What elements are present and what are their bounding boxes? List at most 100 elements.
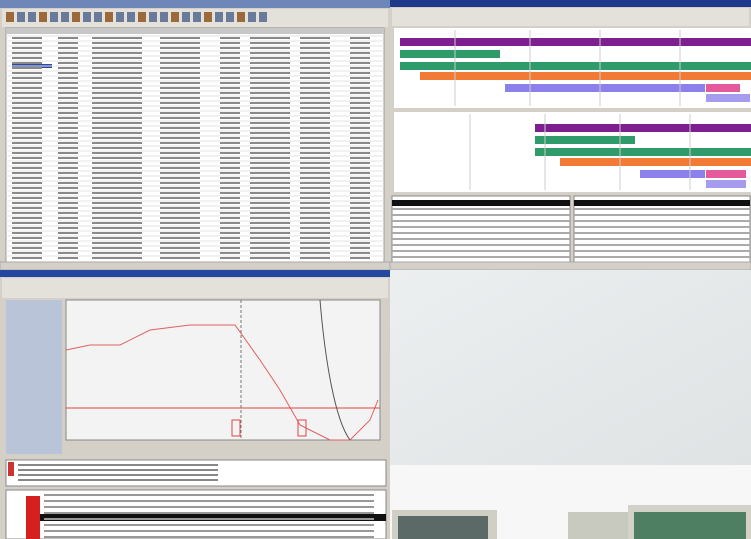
cell-text <box>160 52 200 54</box>
cell-text <box>220 207 240 209</box>
table-row <box>392 226 570 228</box>
cell-text <box>300 182 330 184</box>
cell-text <box>220 67 240 69</box>
cell-text <box>350 242 370 244</box>
cell-text <box>92 122 142 124</box>
cell-text <box>220 62 240 64</box>
cell-text <box>160 92 200 94</box>
cell-text <box>12 222 42 224</box>
cell-text <box>220 177 240 179</box>
cell-text <box>300 172 330 174</box>
cell-text <box>350 232 370 234</box>
cell-text <box>58 127 78 129</box>
cell-text <box>160 182 200 184</box>
cell-text <box>92 182 142 184</box>
cell-text <box>220 162 240 164</box>
cell-text <box>250 37 290 39</box>
cell-text <box>58 192 78 194</box>
table-row <box>574 250 750 252</box>
cell-text <box>350 92 370 94</box>
cell-text <box>300 107 330 109</box>
cell-text <box>220 257 240 259</box>
cell-text <box>250 62 290 64</box>
cell-text <box>220 82 240 84</box>
cell-text <box>250 87 290 89</box>
tool-icon <box>116 12 124 22</box>
cell-text <box>350 167 370 169</box>
cell-text <box>350 152 370 154</box>
row-text <box>44 512 374 514</box>
cell-text <box>250 197 290 199</box>
screenshot-collage <box>0 0 751 539</box>
cell-text <box>220 197 240 199</box>
tool-icon <box>28 12 36 22</box>
cell-text <box>300 162 330 164</box>
cell-text <box>160 102 200 104</box>
cell-text <box>58 227 78 229</box>
cell-text <box>160 77 200 79</box>
cell-text <box>92 147 142 149</box>
cell-text <box>58 202 78 204</box>
plot-area <box>66 300 380 440</box>
cell-text <box>58 232 78 234</box>
cell-text <box>92 62 142 64</box>
table-row <box>574 220 750 222</box>
cell-text <box>220 202 240 204</box>
cell-text <box>250 217 290 219</box>
device-screen <box>634 512 746 539</box>
cell-text <box>300 57 330 59</box>
cell-text <box>12 137 42 139</box>
table-row <box>574 256 750 258</box>
cell-text <box>160 37 200 39</box>
cell-text <box>220 172 240 174</box>
cell-text <box>92 37 142 39</box>
tool-icon <box>160 12 168 22</box>
cell-text <box>92 142 142 144</box>
cell-text <box>300 207 330 209</box>
cell-text <box>300 167 330 169</box>
cell-text <box>250 232 290 234</box>
device <box>568 512 628 539</box>
table-row <box>392 244 570 246</box>
legend-text <box>18 469 218 471</box>
cell-text <box>92 57 142 59</box>
table-row <box>574 214 750 216</box>
cell-text <box>58 82 78 84</box>
cell-text <box>92 47 142 49</box>
cell-text <box>220 117 240 119</box>
cell-text <box>58 177 78 179</box>
cell-text <box>92 107 142 109</box>
cell-text <box>160 252 200 254</box>
cell-text <box>250 147 290 149</box>
cell-text <box>250 152 290 154</box>
table-row <box>392 208 570 210</box>
cell-text <box>12 142 42 144</box>
cell-text <box>12 37 42 39</box>
cell-text <box>220 127 240 129</box>
tool-icon <box>50 12 58 22</box>
cell-text <box>92 132 142 134</box>
cell-text <box>58 247 78 249</box>
row-text <box>44 536 374 538</box>
cell-text <box>220 122 240 124</box>
status-bar <box>390 262 751 270</box>
cell-text <box>160 137 200 139</box>
cell-text <box>350 57 370 59</box>
cell-text <box>250 52 290 54</box>
cell-text <box>220 112 240 114</box>
cell-text <box>300 197 330 199</box>
cell-text <box>160 247 200 249</box>
cell-text <box>300 177 330 179</box>
table-row <box>392 214 570 216</box>
toolbar <box>392 8 749 26</box>
table-row <box>574 208 750 210</box>
table-row <box>392 250 570 252</box>
cell-text <box>300 42 330 44</box>
left-panel <box>6 300 62 454</box>
title-bar <box>390 0 751 7</box>
tool-icon <box>193 12 201 22</box>
cell-text <box>160 202 200 204</box>
cell-text <box>250 192 290 194</box>
cell-text <box>220 182 240 184</box>
cell-text <box>300 67 330 69</box>
